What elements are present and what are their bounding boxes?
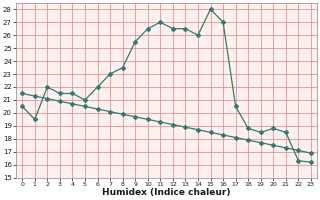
X-axis label: Humidex (Indice chaleur): Humidex (Indice chaleur) — [102, 188, 231, 197]
